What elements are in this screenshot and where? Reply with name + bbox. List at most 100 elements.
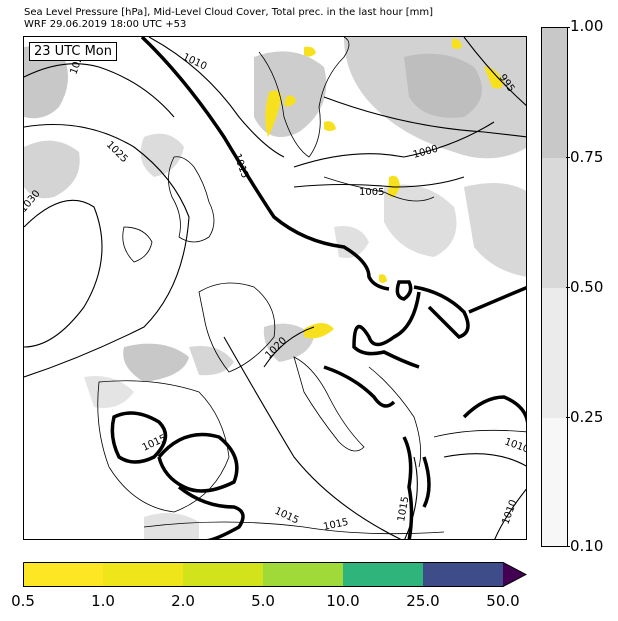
isobar-label: 1010 bbox=[503, 436, 527, 455]
isobar-1010-east bbox=[323, 96, 526, 138]
isobar-1000 bbox=[293, 121, 495, 168]
isobar-label: 1000 bbox=[412, 144, 439, 161]
isobar-label: 1015 bbox=[322, 517, 349, 533]
isobar-layer bbox=[24, 37, 526, 539]
cbar-tick-mark bbox=[566, 157, 570, 158]
cbar-segment bbox=[542, 28, 567, 158]
thick-isobar-1015 bbox=[468, 285, 526, 314]
isobar-1005 bbox=[293, 176, 465, 188]
isobar-1015-east bbox=[443, 453, 526, 467]
isobar-1030 bbox=[24, 199, 103, 348]
coastline-balkans bbox=[368, 366, 422, 468]
cloud-patch bbox=[254, 51, 327, 137]
coastline-ireland bbox=[122, 226, 153, 263]
precip-cbar-tick-label: 10.0 bbox=[326, 592, 360, 610]
thick-isobar-1015 bbox=[323, 365, 396, 408]
cloud-cover-colorbar bbox=[541, 27, 568, 547]
thick-isobar-1015 bbox=[395, 280, 413, 301]
cbar-tick-mark bbox=[566, 546, 570, 547]
cloud-patch bbox=[404, 53, 482, 118]
cbar-segment bbox=[542, 288, 567, 418]
cloud-patch bbox=[144, 513, 199, 539]
precipitation-colorbar bbox=[23, 562, 527, 587]
cloud-patch bbox=[334, 226, 369, 258]
cloud-patch bbox=[140, 133, 184, 177]
precip-cbar-segment bbox=[23, 562, 103, 587]
isobar-label: 1015 bbox=[231, 152, 250, 180]
coastline-baltic bbox=[323, 176, 435, 202]
isobar-1020 bbox=[24, 63, 175, 118]
precip-cbar-extend-arrow bbox=[503, 562, 526, 587]
coastline-france bbox=[198, 282, 276, 373]
cloud-patch bbox=[24, 140, 80, 199]
cbar-tick-mark bbox=[566, 417, 570, 418]
cbar-segment bbox=[542, 158, 567, 288]
isobar-1010 bbox=[148, 37, 285, 158]
cloud-cbar-tick-label: 0.50 bbox=[570, 278, 604, 296]
precip-cbar-tick-label: 25.0 bbox=[406, 592, 440, 610]
map-canvas: 1010 1020 1025 1030 1015 1000 1005 995 1… bbox=[24, 37, 527, 539]
coastline-italy bbox=[293, 356, 365, 452]
precip-cbar-segment bbox=[183, 562, 263, 587]
thick-isobar-1015 bbox=[157, 432, 239, 493]
cloud-patch bbox=[24, 45, 68, 119]
chart-title: Sea Level Pressure [hPa], Mid-Level Clou… bbox=[24, 7, 434, 18]
isobar-label: 1015 bbox=[273, 506, 301, 527]
precip-patch bbox=[284, 95, 296, 107]
coastline-turkey bbox=[433, 429, 526, 438]
isobar-1015-se bbox=[404, 456, 418, 539]
thick-isobar-1015 bbox=[177, 485, 245, 539]
precip-cbar-tick-label: 5.0 bbox=[251, 592, 275, 610]
precip-patch bbox=[324, 121, 336, 131]
thick-isobar-1015 bbox=[402, 436, 414, 539]
precip-cbar-outline bbox=[23, 562, 527, 587]
thick-isobar-1015 bbox=[462, 395, 526, 424]
isobar-1015-south bbox=[223, 336, 402, 539]
cbar-segment bbox=[542, 418, 567, 546]
precip-cbar-tick-label: 50.0 bbox=[486, 592, 520, 610]
precip-cbar-tick-label: 2.0 bbox=[171, 592, 195, 610]
precip-cbar-tick-label: 0.5 bbox=[11, 592, 35, 610]
precip-patch bbox=[304, 323, 334, 339]
cloud-cbar-tick-label: 0.25 bbox=[570, 408, 604, 426]
coastline-africa bbox=[143, 521, 445, 535]
thick-isobar-layer bbox=[110, 37, 526, 539]
cbar-tick-mark bbox=[566, 27, 570, 28]
precip-cbar-segment bbox=[423, 562, 503, 587]
isobar-1020-alps bbox=[263, 326, 315, 368]
isobar-label: 1010 bbox=[500, 498, 519, 526]
chart-subtitle: WRF 29.06.2019 18:00 UTC +53 bbox=[24, 19, 187, 30]
coastline-britain bbox=[168, 156, 215, 243]
thick-isobar-1015 bbox=[352, 291, 421, 369]
isobar-label: 1015 bbox=[396, 496, 411, 523]
precip-cbar-segment bbox=[343, 562, 423, 587]
cbar-tick-mark bbox=[566, 287, 570, 288]
thick-isobar-1015 bbox=[110, 411, 168, 464]
weather-map: 1010 1020 1025 1030 1015 1000 1005 995 1… bbox=[23, 36, 527, 540]
thick-isobar-1015 bbox=[140, 37, 390, 291]
cloud-cbar-tick-label: 0.10 bbox=[570, 537, 604, 555]
isobar-1010-se bbox=[494, 488, 526, 539]
precip-patch bbox=[304, 46, 316, 57]
precip-patch bbox=[452, 38, 462, 49]
isobar-label: 1010 bbox=[181, 52, 209, 73]
precip-patch bbox=[265, 90, 282, 137]
cloud-patch bbox=[263, 323, 314, 362]
thick-isobar-1015 bbox=[413, 285, 470, 340]
cloud-patch bbox=[384, 184, 457, 257]
isobar-label: 1025 bbox=[104, 139, 130, 165]
isobar-995 bbox=[463, 37, 526, 106]
precip-patch bbox=[484, 66, 504, 89]
coastline-scandinavia bbox=[258, 37, 350, 158]
precip-cbar-segment bbox=[263, 562, 343, 587]
cloud-patch bbox=[84, 376, 134, 408]
cloud-patch bbox=[464, 183, 526, 277]
thick-isobar-1015 bbox=[422, 456, 431, 508]
valid-time-label: 23 UTC Mon bbox=[29, 42, 117, 61]
precip-cbar-segment bbox=[103, 562, 183, 587]
precip-patch bbox=[379, 274, 387, 283]
isobar-label: 1005 bbox=[359, 187, 384, 198]
cloud-cbar-tick-label: 1.00 bbox=[570, 17, 604, 35]
cloud-cbar-tick-label: 0.75 bbox=[570, 148, 604, 166]
precipitation-layer bbox=[265, 38, 504, 339]
